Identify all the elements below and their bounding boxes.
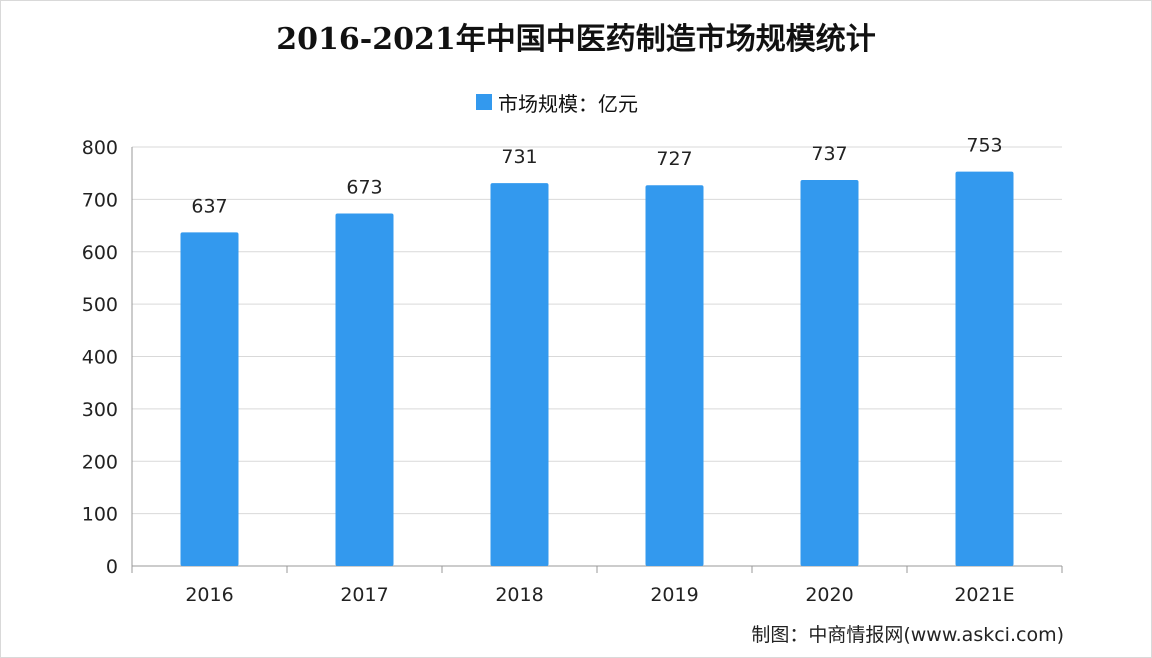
bar: [490, 183, 549, 567]
y-tick-label: 200: [82, 451, 118, 473]
legend-label: 市场规模：亿元: [498, 91, 638, 116]
x-category-label: 2018: [495, 584, 543, 606]
bar: [645, 185, 704, 566]
data-label: 753: [966, 135, 1002, 157]
y-tick-label: 400: [82, 347, 118, 369]
x-category-label: 2020: [805, 584, 853, 606]
y-tick-label: 700: [82, 189, 118, 211]
x-category-label: 2021E: [954, 584, 1014, 606]
legend-swatch: [476, 94, 492, 110]
data-label: 637: [191, 195, 227, 217]
y-tick-label: 600: [82, 242, 118, 264]
chart-legend: 市场规模：亿元: [476, 88, 638, 116]
chart-title: 2016-2021年中国中医药制造市场规模统计: [276, 22, 876, 57]
y-tick-label: 100: [82, 504, 118, 526]
bar: [180, 232, 239, 566]
y-tick-label: 500: [82, 294, 118, 316]
bar: [955, 171, 1014, 566]
data-label: 673: [346, 177, 382, 199]
data-label: 731: [501, 146, 537, 168]
y-tick-label: 0: [106, 556, 118, 578]
source-credit: 制图：中商情报网(www.askci.com): [751, 624, 1064, 646]
bar: [800, 179, 859, 566]
x-category-label: 2016: [185, 584, 233, 606]
x-category-label: 2017: [340, 584, 388, 606]
data-label: 737: [811, 143, 847, 165]
x-category-label: 2019: [650, 584, 698, 606]
y-tick-label: 800: [82, 137, 118, 159]
bar: [335, 213, 394, 567]
data-label: 727: [656, 148, 692, 170]
y-tick-label: 300: [82, 399, 118, 421]
